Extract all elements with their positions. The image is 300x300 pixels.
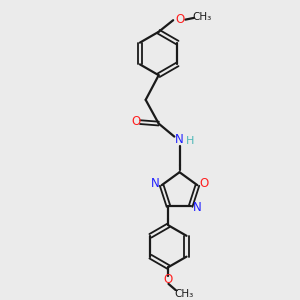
Text: O: O xyxy=(199,177,208,190)
Text: CH₃: CH₃ xyxy=(175,289,194,299)
Text: CH₃: CH₃ xyxy=(192,12,211,22)
Text: N: N xyxy=(175,133,184,146)
Text: O: O xyxy=(164,273,173,286)
Text: O: O xyxy=(175,13,184,26)
Text: H: H xyxy=(186,136,195,146)
Text: O: O xyxy=(132,115,141,128)
Text: N: N xyxy=(193,201,201,214)
Text: N: N xyxy=(151,177,160,190)
